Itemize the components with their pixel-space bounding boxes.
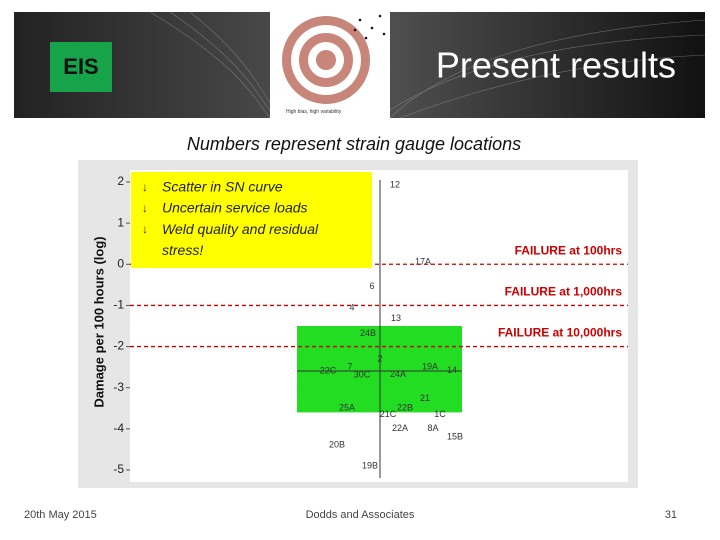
- slide-title: Present results: [436, 45, 676, 86]
- y-tick-label: 2: [117, 174, 124, 188]
- point-label: 22B: [397, 403, 413, 413]
- point-label: 30C: [354, 370, 371, 380]
- point-label: 25A: [339, 403, 355, 413]
- annotation-text: Scatter in SN curve: [162, 179, 283, 195]
- point-label: 6: [369, 281, 374, 291]
- reference-label: FAILURE at 100hrs: [515, 243, 623, 257]
- point-label: 22A: [392, 423, 408, 433]
- footer-company: Dodds and Associates: [306, 509, 415, 521]
- footer-date: 20th May 2015: [24, 509, 97, 521]
- point-label: 21C: [380, 409, 397, 419]
- y-tick-label: -4: [113, 421, 124, 435]
- point-label: 17A: [415, 257, 431, 267]
- reference-label: FAILURE at 1,000hrs: [505, 285, 623, 299]
- annotation-text: Weld quality and residual stress!: [162, 221, 319, 258]
- target-dots: [353, 14, 386, 40]
- point-label: 7: [347, 362, 352, 372]
- y-axis-label: Damage per 100 hours (log): [91, 236, 106, 407]
- point-label: 19B: [362, 460, 378, 470]
- point-label: 21: [420, 393, 430, 403]
- point-label: 24A: [390, 369, 406, 379]
- point-label: 14: [447, 365, 457, 375]
- subtitle: Numbers represent strain gauge locations: [187, 134, 521, 154]
- point-label: 24B: [360, 328, 376, 338]
- logo-box: [50, 42, 112, 92]
- annotation-bullet: ↓: [142, 180, 148, 194]
- point-label: 15B: [447, 431, 463, 441]
- target-caption: High bias, high variability: [286, 109, 342, 115]
- target-ring: [316, 50, 336, 70]
- reference-label: FAILURE at 10,000hrs: [498, 326, 622, 340]
- point-label: 19A: [422, 362, 438, 372]
- page-number: 31: [665, 509, 677, 521]
- y-tick-label: -1: [113, 298, 124, 312]
- point-label: 8A: [427, 423, 438, 433]
- annotation-bullet: ↓: [142, 201, 148, 215]
- y-tick-label: -3: [113, 380, 124, 394]
- y-tick-label: -2: [113, 339, 124, 353]
- logo-text: EIS: [63, 54, 98, 79]
- point-label: 20B: [329, 440, 345, 450]
- y-tick-label: 0: [117, 256, 124, 270]
- point-label: 22C: [320, 366, 337, 376]
- header-curves: [149, 11, 706, 119]
- point-label: 4: [349, 303, 354, 313]
- annotation-box: [131, 172, 372, 268]
- point-label: 1C: [434, 409, 446, 419]
- y-tick-label: -5: [113, 462, 124, 476]
- annotation-bullet: ↓: [142, 222, 148, 236]
- point-label: 13: [391, 313, 401, 323]
- y-tick-label: 1: [117, 215, 124, 229]
- annotation-text: Uncertain service loads: [162, 200, 308, 216]
- point-label: 12: [390, 179, 400, 189]
